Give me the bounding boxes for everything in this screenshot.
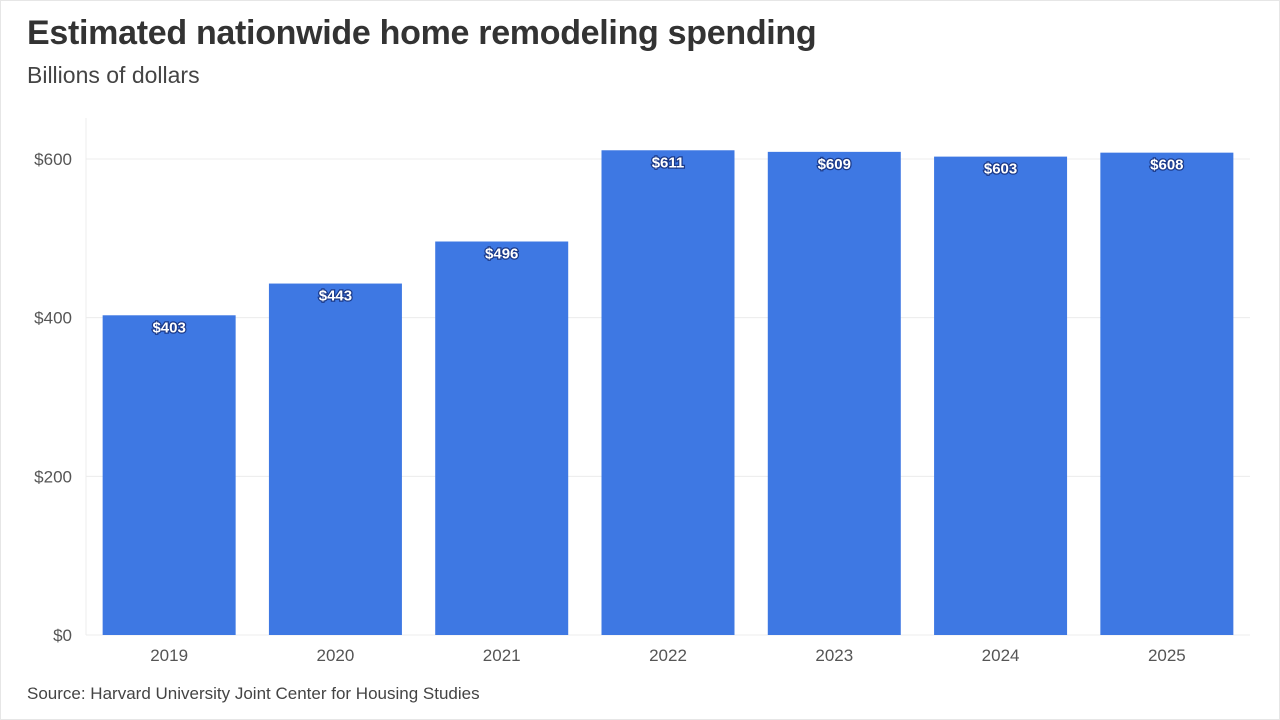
y-tick-label: $0 xyxy=(53,626,72,645)
bar xyxy=(435,241,569,636)
chart-source: Source: Harvard University Joint Center … xyxy=(27,684,480,703)
data-label: $609 xyxy=(818,156,851,173)
bar xyxy=(767,151,901,636)
x-tick-label: 2025 xyxy=(1148,646,1186,665)
data-label: $443 xyxy=(319,288,352,305)
bar xyxy=(1100,152,1234,636)
bar xyxy=(268,283,402,635)
data-label: $611 xyxy=(652,154,685,171)
y-tick-label: $200 xyxy=(34,467,72,486)
data-label: $608 xyxy=(1150,157,1183,174)
chart-title: Estimated nationwide home remodeling spe… xyxy=(27,14,817,52)
x-tick-label: 2023 xyxy=(815,646,853,665)
x-tick-label: 2024 xyxy=(982,646,1020,665)
y-tick-label: $600 xyxy=(34,150,72,169)
bar xyxy=(934,156,1068,635)
bar xyxy=(601,150,735,636)
x-tick-label: 2021 xyxy=(483,646,521,665)
x-tick-label: 2020 xyxy=(317,646,355,665)
y-tick-label: $400 xyxy=(34,309,72,328)
bar xyxy=(102,315,236,635)
data-label: $403 xyxy=(152,319,185,336)
x-tick-label: 2019 xyxy=(150,646,188,665)
chart-subtitle: Billions of dollars xyxy=(27,62,200,88)
data-label: $496 xyxy=(485,246,518,263)
data-label: $603 xyxy=(984,161,1017,178)
x-tick-label: 2022 xyxy=(649,646,687,665)
